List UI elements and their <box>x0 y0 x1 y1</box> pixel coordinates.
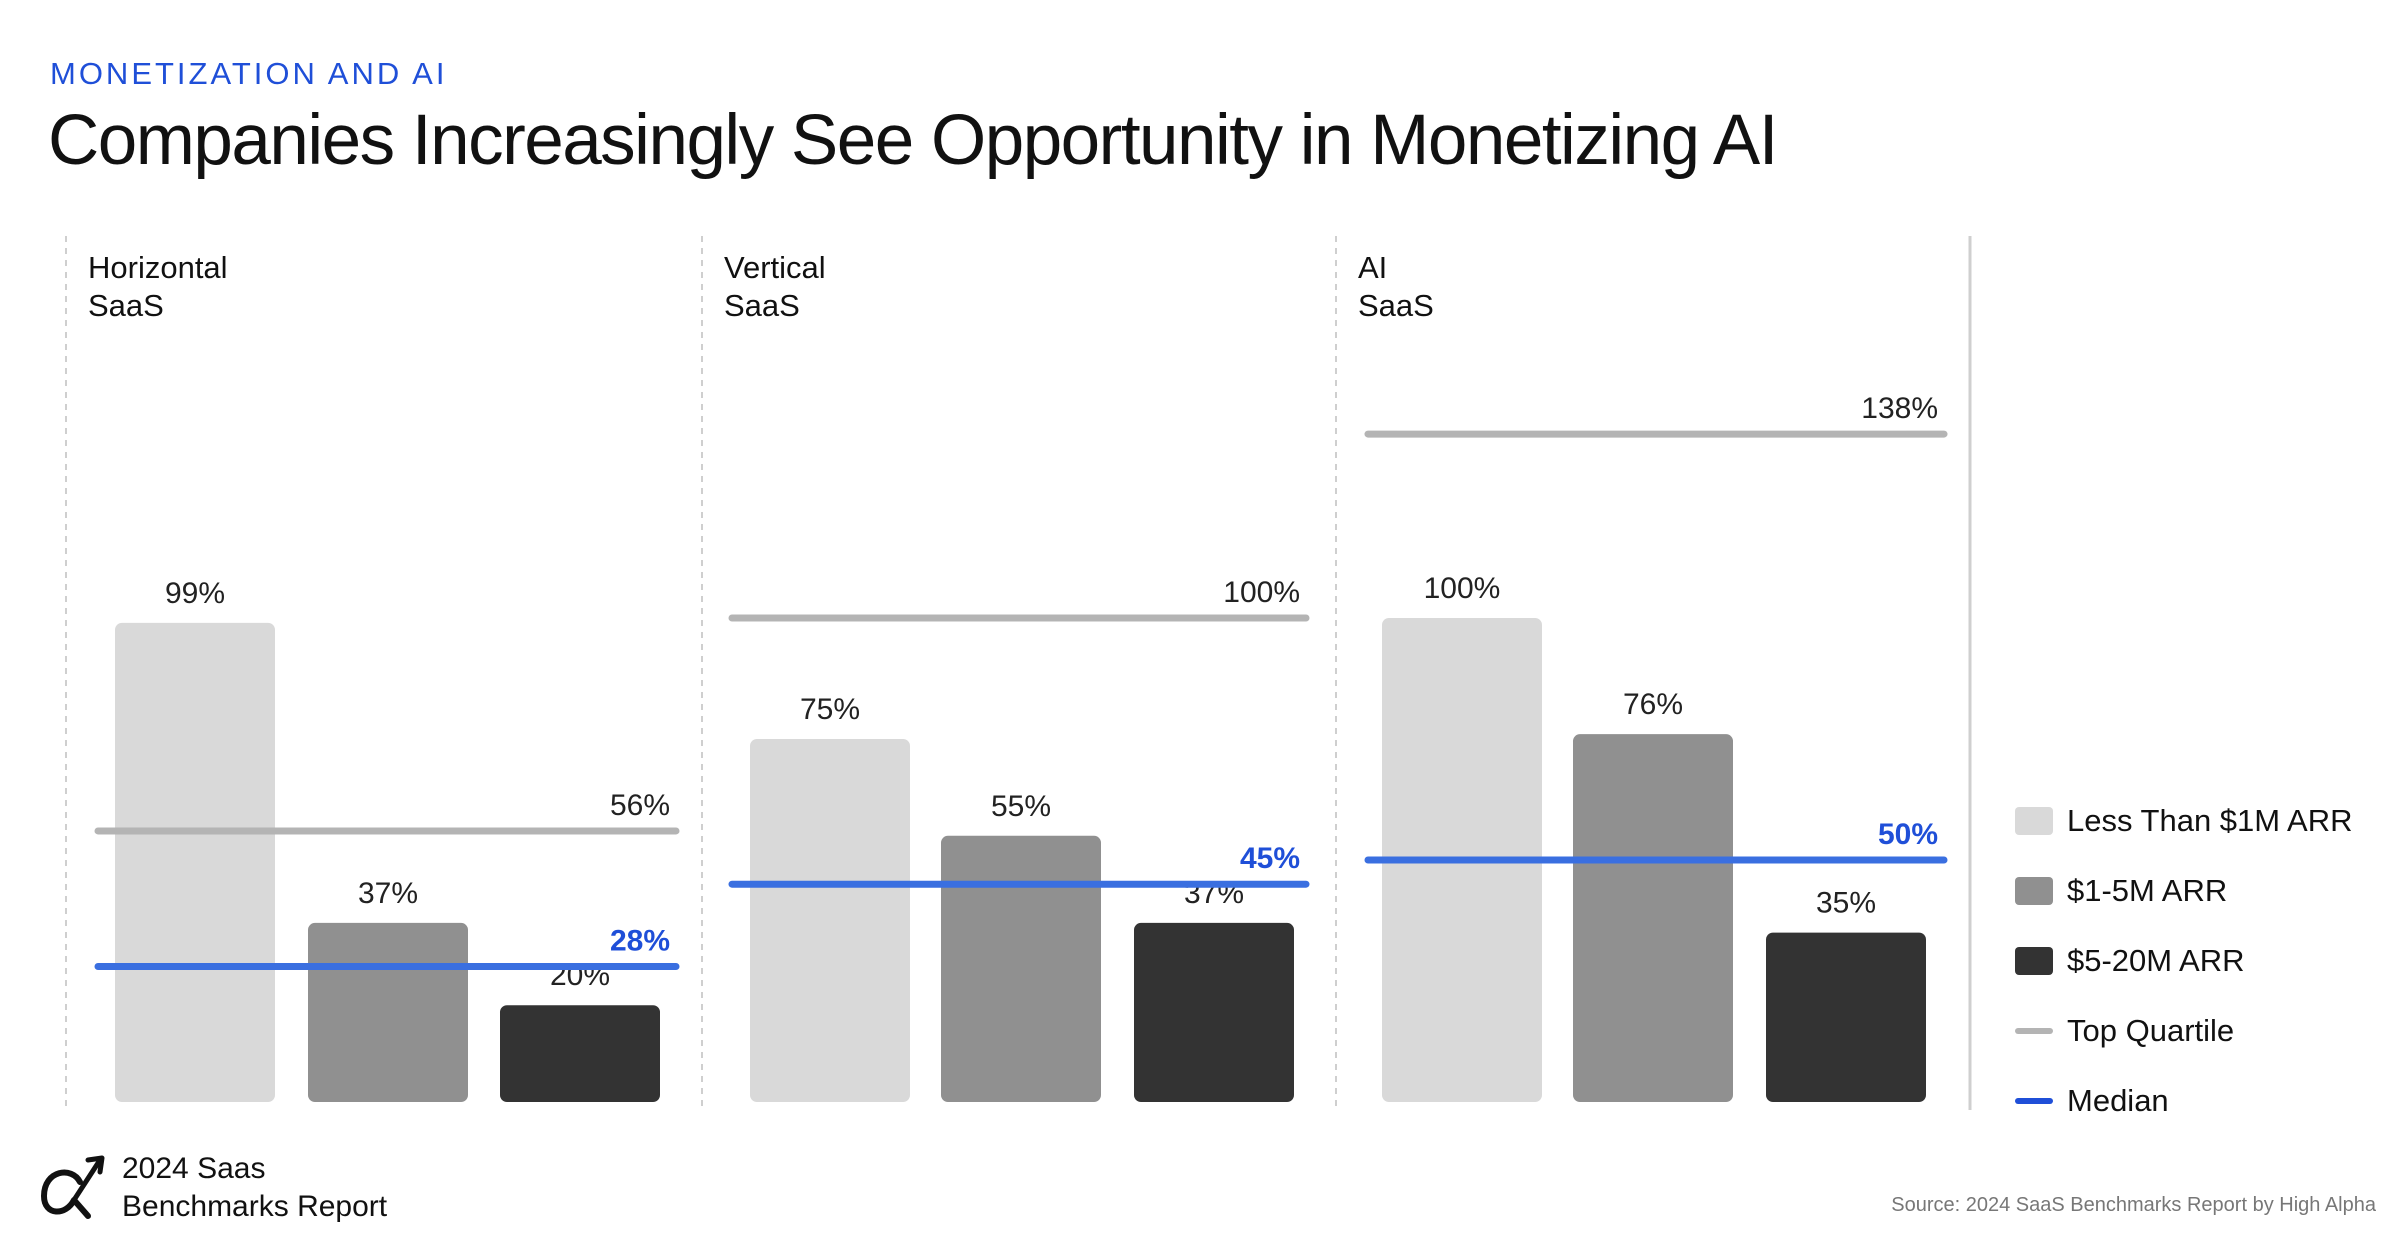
report-logo: 2024 Saas Benchmarks Report <box>36 1150 387 1226</box>
bar-value-label: 99% <box>165 577 225 610</box>
legend-item-1-5m: $1-5M ARR <box>2015 856 2352 926</box>
legend-item-5-20m: $5-20M ARR <box>2015 926 2352 996</box>
top-quartile-label: 138% <box>1861 392 1938 425</box>
legend-swatch-1-5m <box>2015 877 2053 905</box>
legend-label: $5-20M ARR <box>2067 943 2245 978</box>
legend-item-top-quartile: Top Quartile <box>2015 996 2352 1066</box>
legend-label: $1-5M ARR <box>2067 873 2228 908</box>
bar-value-label: 75% <box>800 693 860 726</box>
legend-item-less-than-1m: Less Than $1M ARR <box>2015 786 2352 856</box>
legend-label: Median <box>2067 1083 2169 1118</box>
legend-swatch-less-than-1m <box>2015 807 2053 835</box>
median-label: 28% <box>610 924 670 957</box>
panel-title-line1: Vertical <box>724 250 826 285</box>
page-title: Companies Increasingly See Opportunity i… <box>48 101 1778 180</box>
legend-swatch-top-quartile <box>2015 1028 2053 1034</box>
chart-legend: Less Than $1M ARR $1-5M ARR $5-20M ARR T… <box>2015 786 2352 1136</box>
panel-title-line1: Horizontal <box>88 250 228 285</box>
bar-panel2-series3 <box>1134 922 1294 1102</box>
bar-panel1-series3 <box>500 1005 660 1102</box>
legend-item-median: Median <box>2015 1066 2352 1136</box>
bar-panel3-series2 <box>1573 734 1733 1102</box>
bar-value-label: 37% <box>358 877 418 910</box>
legend-swatch-median <box>2015 1098 2053 1104</box>
bar-value-label: 76% <box>1623 688 1683 721</box>
bar-value-label: 55% <box>991 790 1051 823</box>
bar-panel1-series1 <box>115 622 275 1102</box>
section-eyebrow: MONETIZATION AND AI <box>50 56 448 91</box>
legend-label: Less Than $1M ARR <box>2067 803 2353 838</box>
bar-panel2-series2 <box>941 835 1101 1102</box>
bar-panel3-series3 <box>1766 932 1926 1102</box>
logo-text: 2024 Saas Benchmarks Report <box>122 1150 387 1226</box>
bar-panel2-series1 <box>750 739 910 1102</box>
median-label: 45% <box>1240 842 1300 875</box>
source-note: Source: 2024 SaaS Benchmarks Report by H… <box>1891 1194 2376 1216</box>
panel-title-line2: SaaS <box>1358 288 1434 323</box>
median-label: 50% <box>1878 818 1938 851</box>
alpha-logo-icon <box>41 1155 105 1219</box>
logo-line-1: 2024 Saas <box>122 1152 266 1185</box>
bar-value-label: 35% <box>1816 887 1876 920</box>
panel-title-line1: AI <box>1358 250 1387 285</box>
top-quartile-label: 100% <box>1223 576 1300 609</box>
legend-label: Top Quartile <box>2067 1013 2235 1048</box>
panel-title-line2: SaaS <box>724 288 800 323</box>
legend-swatch-5-20m <box>2015 947 2053 975</box>
logo-line-2: Benchmarks Report <box>122 1190 388 1223</box>
top-quartile-label: 56% <box>610 789 670 822</box>
bar-value-label: 100% <box>1424 572 1501 605</box>
panel-title-line2: SaaS <box>88 288 164 323</box>
bar-panel1-series2 <box>308 922 468 1102</box>
